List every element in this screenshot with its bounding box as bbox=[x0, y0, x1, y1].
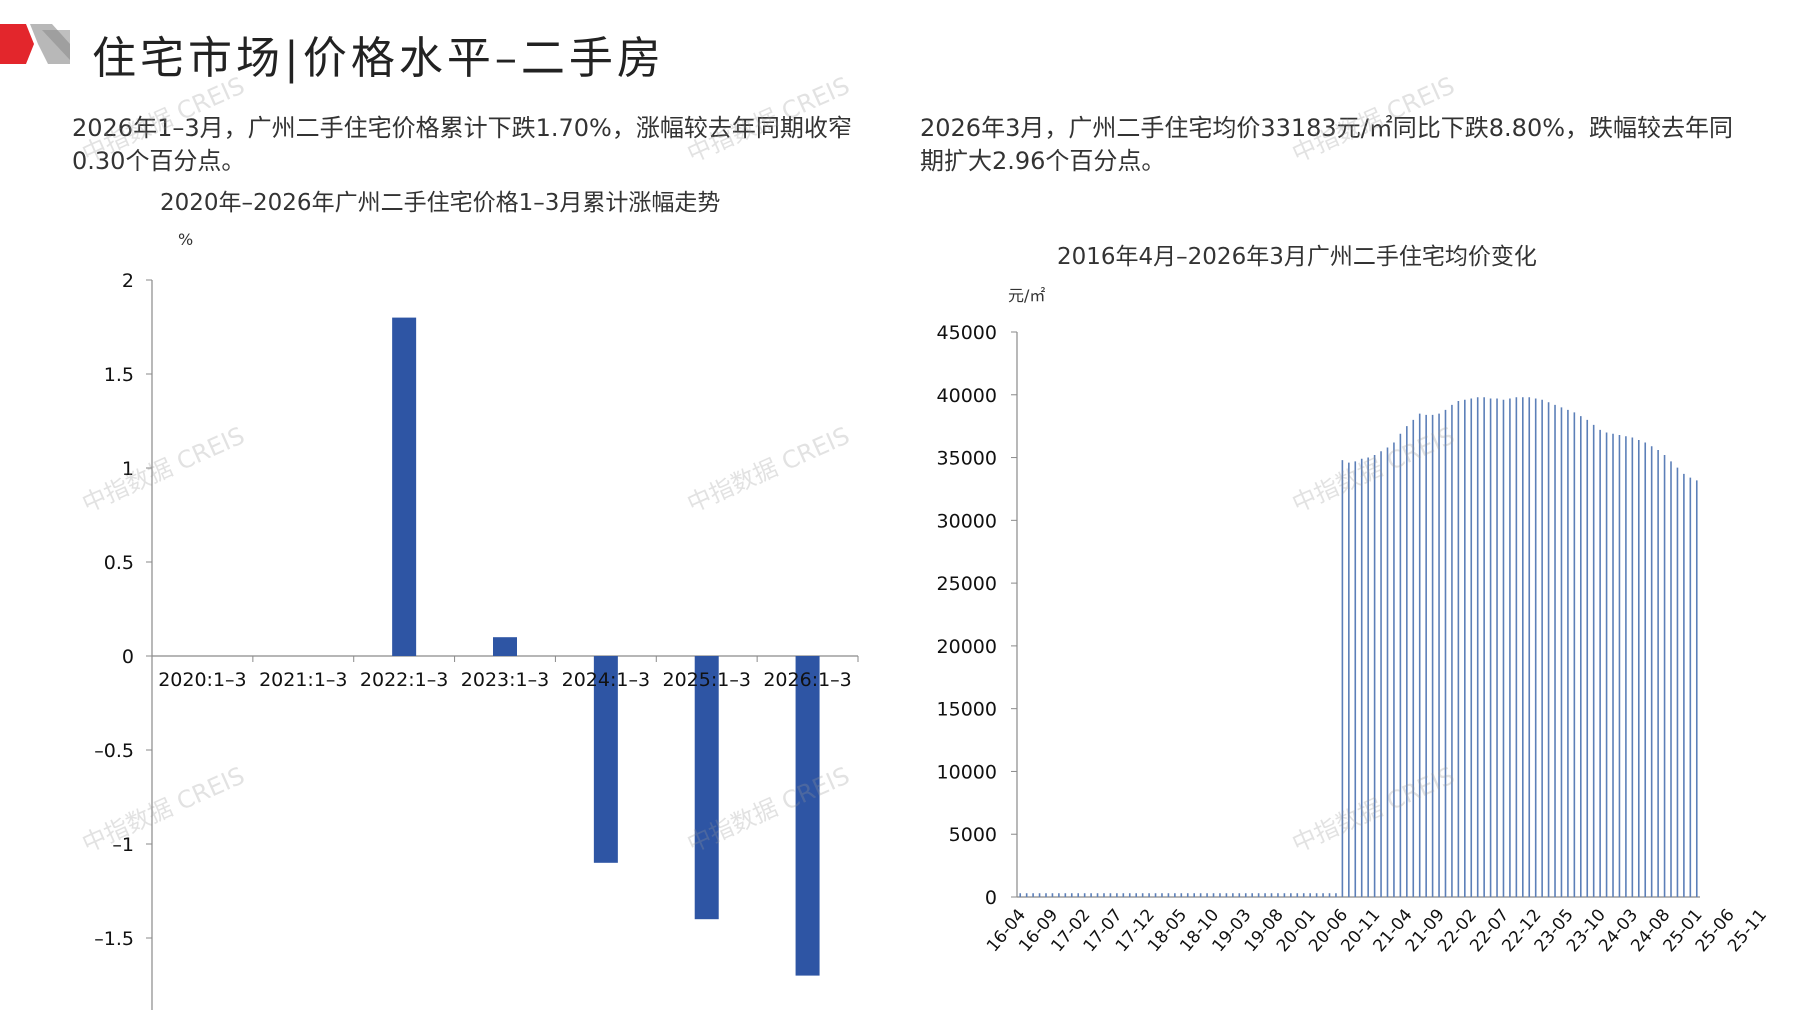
chart1-x-tick-label: 2025:1–3 bbox=[662, 669, 750, 691]
chart2-y-tick-label: 5000 bbox=[949, 824, 997, 846]
chart1-y-tick-label: 1 bbox=[122, 458, 134, 480]
chart1-x-tick-label: 2020:1–3 bbox=[158, 669, 246, 691]
chart1-y-tick-label: –0.5 bbox=[94, 740, 134, 762]
chart2-svg: 45000 40000 35000 30000 25000 20000 15000 10000… bbox=[937, 322, 1771, 956]
brand-logo bbox=[0, 24, 70, 64]
chart2-y-tick-label: 40000 bbox=[937, 385, 997, 407]
chart1-bar bbox=[392, 317, 417, 656]
chart1-bar bbox=[694, 656, 719, 920]
chart1-bar bbox=[493, 637, 517, 656]
chart1-x-tick-label: 2026:1–3 bbox=[763, 669, 851, 691]
chart1-y-tick-label: 2 bbox=[122, 270, 134, 292]
chart2-y-tick-label: 45000 bbox=[937, 322, 997, 344]
chart2-y-tick-label: 20000 bbox=[937, 636, 997, 658]
chart1-x-tick-label: 2022:1–3 bbox=[360, 669, 448, 691]
chart2-y-tick-label: 10000 bbox=[937, 761, 997, 783]
chart1-x-tick-label: 2021:1–3 bbox=[259, 669, 347, 691]
chart2-y-tick-label: 35000 bbox=[937, 448, 997, 470]
chart2-y-unit: 元/㎡ bbox=[1008, 286, 1046, 305]
chart2-y-tick-label: 0 bbox=[985, 887, 997, 909]
chart2-y-tick-label: 30000 bbox=[937, 510, 997, 532]
page-title: 住宅市场|价格水平–二手房 bbox=[92, 33, 665, 84]
chart2-y-tick-label: 25000 bbox=[937, 573, 997, 595]
chart1-bar bbox=[795, 656, 820, 976]
chart1-y-tick-label: 0 bbox=[122, 646, 134, 668]
chart2-y-tick-label: 15000 bbox=[937, 699, 997, 721]
chart1-bar bbox=[593, 656, 618, 863]
chart1-y-tick-label: 1.5 bbox=[104, 364, 134, 386]
chart1-y-tick-label: –1 bbox=[112, 834, 134, 856]
chart1-y-tick-label: –1.5 bbox=[94, 928, 134, 950]
chart1-y-tick-label: 0.5 bbox=[104, 552, 134, 574]
summary-left: 2026年1–3月，广州二手住宅价格累计下跌1.70%，涨幅较去年同期收窄0.3… bbox=[72, 114, 852, 175]
chart1-x-tick-label: 2023:1–3 bbox=[461, 669, 549, 691]
chart1-svg: 2 1.5 1 0.5 0 –0.5 –1 –1.5 2020:1–3 2021:1–3 2022:… bbox=[94, 270, 859, 1010]
chart2-title: 2016年4月–2026年3月广州二手住宅均价变化 bbox=[1057, 244, 1537, 270]
summary-right: 2026年3月，广州二手住宅均价33183元/㎡同比下跌8.80%，跌幅较去年同… bbox=[920, 114, 1734, 175]
chart1-title: 2020年–2026年广州二手住宅价格1–3月累计涨幅走势 bbox=[160, 190, 721, 216]
chart1-y-unit: % bbox=[178, 230, 194, 249]
chart1-x-tick-label: 2024:1–3 bbox=[562, 669, 650, 691]
